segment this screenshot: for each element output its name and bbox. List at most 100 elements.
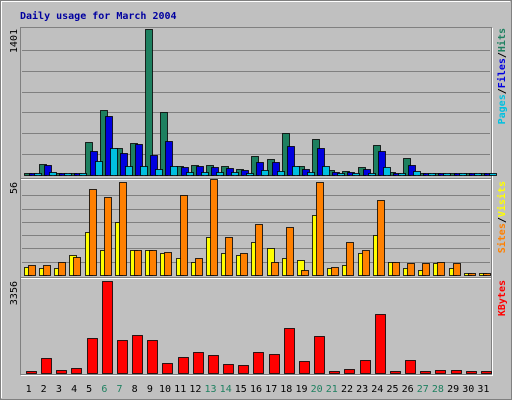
bar-pages xyxy=(216,172,224,176)
label-kbytes: KBytes xyxy=(497,280,508,316)
bar-pages xyxy=(413,171,421,176)
bar-kbytes xyxy=(466,371,477,374)
bar-kbytes xyxy=(56,370,67,374)
bar-sites xyxy=(271,262,279,276)
bar-kbytes xyxy=(405,360,416,374)
x-axis-labels: 1 2 3 4 5 6 7 8 9 10 11 12 13 14 15 16 17 18 19 20 21 22 23 24 2… xyxy=(26,384,490,395)
bar-pages xyxy=(246,173,254,176)
x-tick-label: 25 xyxy=(386,384,398,395)
bar-pages xyxy=(459,173,467,176)
bar-sites xyxy=(73,257,81,276)
bar-kbytes xyxy=(147,340,158,374)
x-tick-label: 10 xyxy=(159,384,171,395)
bar-pages xyxy=(79,173,87,176)
bar-pages xyxy=(277,171,285,176)
bar-sites xyxy=(346,242,354,276)
bar-pages xyxy=(64,173,72,176)
bar-pages xyxy=(383,167,391,176)
bar-sites xyxy=(286,227,294,276)
label-pages: Pages xyxy=(497,94,508,124)
y-series-label: KBytes xyxy=(497,280,508,316)
bar-files xyxy=(211,167,219,176)
bar-visits xyxy=(297,260,305,276)
bar-pages xyxy=(110,148,118,176)
bar-kbytes xyxy=(238,365,249,374)
bar-pages xyxy=(368,173,376,176)
x-tick-label: 20 xyxy=(311,384,323,395)
x-tick-label: 17 xyxy=(265,384,277,395)
y-max-label: 3356 xyxy=(9,281,20,305)
bar-pages xyxy=(155,169,163,176)
bar-sites xyxy=(164,252,172,276)
bar-files xyxy=(272,162,280,176)
x-tick-label: 9 xyxy=(147,384,153,395)
bar-kbytes xyxy=(299,361,310,374)
panel-visits-sites: 56 Sites/Visits xyxy=(9,179,508,276)
bar-pages xyxy=(140,166,148,176)
bar-kbytes xyxy=(360,360,371,374)
bar-pages xyxy=(307,172,315,176)
bar-files xyxy=(256,162,264,176)
bar-kbytes xyxy=(193,352,204,374)
x-tick-label: 3 xyxy=(56,384,62,395)
bar-sites xyxy=(104,197,112,276)
x-tick-label: 29 xyxy=(447,384,459,395)
chart-title: Daily usage for March 2004 xyxy=(20,10,177,22)
bar-files xyxy=(378,151,386,176)
x-tick-label: 5 xyxy=(86,384,92,395)
bar-pages xyxy=(34,173,42,176)
x-tick-label: 4 xyxy=(71,384,77,395)
bar-files xyxy=(105,116,113,176)
bar-sites xyxy=(468,273,476,276)
label-separator: / xyxy=(497,217,508,223)
bar-sites xyxy=(134,250,142,276)
bar-pages xyxy=(337,173,345,176)
bar-kbytes xyxy=(435,370,446,374)
bar-pages xyxy=(443,173,451,176)
bar-kbytes xyxy=(344,369,355,374)
bar-kbytes xyxy=(87,338,98,374)
panel-kbytes: 3356 KBytes xyxy=(9,280,508,374)
bar-pages xyxy=(292,166,300,176)
bar-kbytes xyxy=(481,371,492,374)
y-series-label: Pages/Files/Hits xyxy=(496,28,508,124)
bar-kbytes xyxy=(41,358,52,374)
x-tick-label: 7 xyxy=(116,384,122,395)
x-tick-label: 23 xyxy=(356,384,368,395)
x-tick-label: 31 xyxy=(477,384,489,395)
x-tick-label: 19 xyxy=(295,384,307,395)
bar-sites xyxy=(255,224,263,276)
bar-sites xyxy=(43,265,51,276)
x-tick-label: 18 xyxy=(280,384,292,395)
bar-files xyxy=(135,144,143,176)
x-tick-label: 8 xyxy=(132,384,138,395)
bar-sites xyxy=(453,263,461,276)
bar-sites xyxy=(195,258,203,276)
bar-kbytes xyxy=(26,371,37,374)
bar-sites xyxy=(119,182,127,276)
bar-sites xyxy=(316,182,324,276)
bar-files xyxy=(196,166,204,176)
x-tick-label: 16 xyxy=(250,384,262,395)
x-tick-label: 26 xyxy=(402,384,414,395)
bar-pages xyxy=(201,172,209,176)
bar-sites xyxy=(149,250,157,276)
bar-pages xyxy=(398,173,406,176)
bar-files xyxy=(165,141,173,176)
bar-kbytes xyxy=(329,371,340,374)
x-tick-label: 22 xyxy=(341,384,353,395)
bar-files xyxy=(241,170,249,176)
bar-sites xyxy=(89,189,97,276)
bar-kbytes xyxy=(162,363,173,374)
x-tick-label: 30 xyxy=(462,384,474,395)
bar-sites xyxy=(240,253,248,276)
x-tick-label: 13 xyxy=(204,384,216,395)
bar-pages xyxy=(95,161,103,176)
y-max-label: 56 xyxy=(9,182,20,194)
bar-sites xyxy=(58,262,66,276)
label-separator: / xyxy=(497,52,508,58)
